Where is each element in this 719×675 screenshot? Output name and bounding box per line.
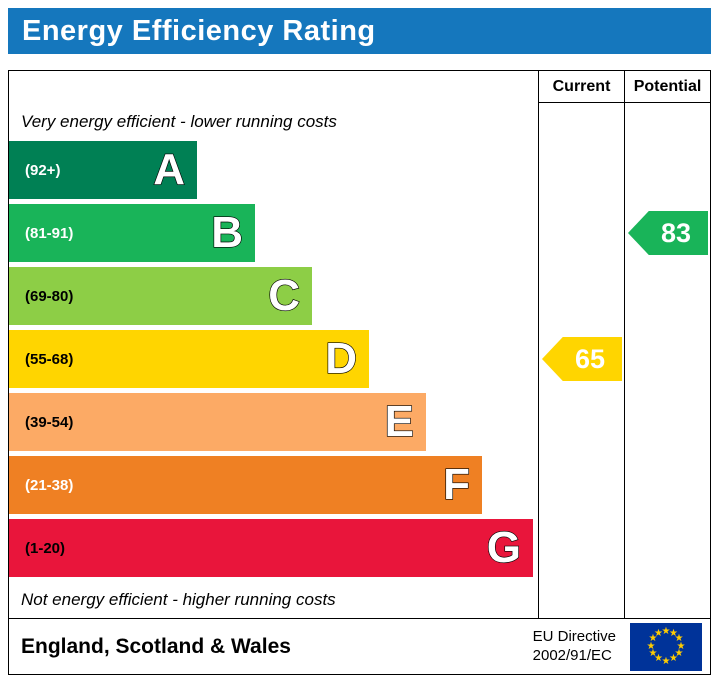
band-bar-d: (55-68) D bbox=[9, 330, 369, 388]
band-letter: G bbox=[486, 523, 522, 572]
band-letter: F bbox=[442, 460, 470, 509]
top-note: Very energy efficient - lower running co… bbox=[21, 112, 337, 131]
band-row-g: (1-20) G bbox=[9, 519, 538, 577]
current-column-header: Current bbox=[539, 71, 624, 103]
eu-flag: ★ ★ ★ ★ ★ ★ ★ ★ ★ ★ ★ ★ bbox=[630, 622, 702, 671]
eu-directive-line2: 2002/91/EC bbox=[532, 646, 612, 664]
current-rating-value: 65 bbox=[574, 343, 606, 374]
band-letter: E bbox=[384, 397, 415, 446]
eu-flag-star: ★ bbox=[648, 633, 658, 644]
eu-directive-label: EU Directive 2002/91/EC bbox=[533, 628, 630, 666]
potential-column-header: Potential bbox=[625, 71, 710, 103]
band-row-e: (39-54) E bbox=[9, 393, 538, 451]
band-range-label: (39-54) bbox=[25, 413, 74, 431]
bands-column: Very energy efficient - lower running co… bbox=[9, 71, 538, 618]
band-bar-g: (1-20) G bbox=[9, 519, 533, 577]
band-row-d: (55-68) D bbox=[9, 330, 538, 388]
potential-rating-arrow: 83 bbox=[628, 211, 708, 255]
band-letter: D bbox=[325, 334, 358, 383]
bottom-note: Not energy efficient - higher running co… bbox=[21, 590, 336, 609]
band-row-a: (92+) A bbox=[9, 141, 538, 199]
band-range-label: (69-80) bbox=[25, 287, 74, 305]
band-row-f: (21-38) F bbox=[9, 456, 538, 514]
potential-column: Potential 83 bbox=[624, 71, 710, 618]
eu-flag-star: ★ bbox=[661, 655, 671, 667]
current-column: Current 65 bbox=[538, 71, 624, 618]
band-letter: A bbox=[153, 145, 186, 194]
eu-flag-star: ★ bbox=[669, 627, 678, 639]
eu-flag-star: ★ bbox=[674, 648, 684, 659]
band-row-c: (69-80) C bbox=[9, 267, 538, 325]
band-bar-c: (69-80) C bbox=[9, 267, 312, 325]
band-bar-a: (92+) A bbox=[9, 141, 197, 199]
band-bar-f: (21-38) F bbox=[9, 456, 482, 514]
eu-flag-star: ★ bbox=[676, 640, 686, 652]
eu-directive-line1: EU Directive bbox=[532, 627, 616, 645]
eu-flag-star: ★ bbox=[648, 648, 658, 659]
band-range-label: (81-91) bbox=[25, 224, 74, 242]
footer: England, Scotland & Wales EU Directive 2… bbox=[8, 619, 711, 675]
eu-flag-star: ★ bbox=[674, 633, 684, 644]
potential-rating-value: 83 bbox=[660, 217, 692, 248]
eu-flag-star: ★ bbox=[654, 627, 663, 639]
current-rating-arrow: 65 bbox=[542, 337, 622, 381]
region-label: England, Scotland & Wales bbox=[21, 634, 291, 658]
band-bar-b: (81-91) B bbox=[9, 204, 255, 262]
band-range-label: (92+) bbox=[25, 161, 61, 179]
band-range-label: (21-38) bbox=[25, 476, 74, 494]
band-list: (92+) A (81-91) B (69-80) C (55-68) D (39-54) E (2… bbox=[9, 141, 538, 582]
band-row-b: (81-91) B bbox=[9, 204, 538, 262]
eu-flag-star: ★ bbox=[654, 653, 663, 665]
band-letter: C bbox=[268, 271, 301, 320]
bands-header-spacer bbox=[9, 71, 538, 103]
eu-flag-star: ★ bbox=[646, 640, 656, 652]
band-letter: B bbox=[211, 208, 244, 257]
title-banner: Energy Efficiency Rating bbox=[8, 8, 711, 54]
band-bar-e: (39-54) E bbox=[9, 393, 426, 451]
eu-flag-star: ★ bbox=[661, 625, 671, 637]
eu-flag-star: ★ bbox=[669, 653, 678, 665]
energy-efficiency-chart: Very energy efficient - lower running co… bbox=[8, 70, 711, 619]
page-title: Energy Efficiency Rating bbox=[22, 14, 376, 47]
band-range-label: (1-20) bbox=[25, 539, 66, 557]
band-range-label: (55-68) bbox=[25, 350, 74, 368]
